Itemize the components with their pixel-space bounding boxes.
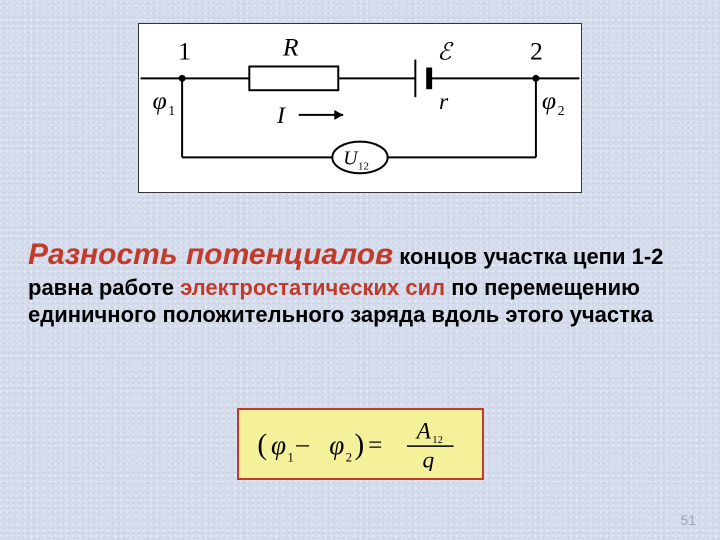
phi-1-sub: 1 [288,450,294,464]
phi2-sub: 2 [558,103,565,118]
phi-2: φ [329,430,344,460]
title-potential-difference: Разность потенциалов [28,238,393,271]
resistor [249,66,338,90]
body-red-phrase: электростатических сил [180,275,445,300]
internal-r-label: r [439,89,449,115]
numerator-sub: 12 [432,434,443,446]
node1-label: 1 [178,37,191,66]
emf-label: ℰ [437,40,454,66]
denominator-q: q [423,447,435,471]
voltmeter-label: U [343,147,359,169]
formula-svg: ( φ 1 – φ 2 ) = A 12 q [251,417,470,471]
phi1-symbol: φ [152,86,166,115]
voltmeter-sub: 12 [358,160,369,172]
definition-text: Разность потенциалов концов участка цепи… [28,236,688,329]
phi2-symbol: φ [542,86,556,115]
resistor-label: R [282,33,299,62]
current-label: I [276,103,286,129]
current-arrow-head [334,110,343,120]
page-number: 51 [680,512,696,528]
paren-open: ( [258,429,268,461]
phi1-sub: 1 [168,103,175,118]
minus: – [295,430,309,458]
circuit-diagram-panel: 1 2 R ℰ r I φ 1 φ 2 U 12 [138,23,582,193]
numerator-A: A [415,418,432,444]
paren-close: ) [355,429,365,461]
phi-2-sub: 2 [346,450,352,464]
node2-label: 2 [530,37,543,66]
circuit-svg: 1 2 R ℰ r I φ 1 φ 2 U 12 [139,24,581,192]
equals: = [368,431,382,459]
phi-1: φ [271,430,286,460]
formula-box: ( φ 1 – φ 2 ) = A 12 q [237,408,484,480]
